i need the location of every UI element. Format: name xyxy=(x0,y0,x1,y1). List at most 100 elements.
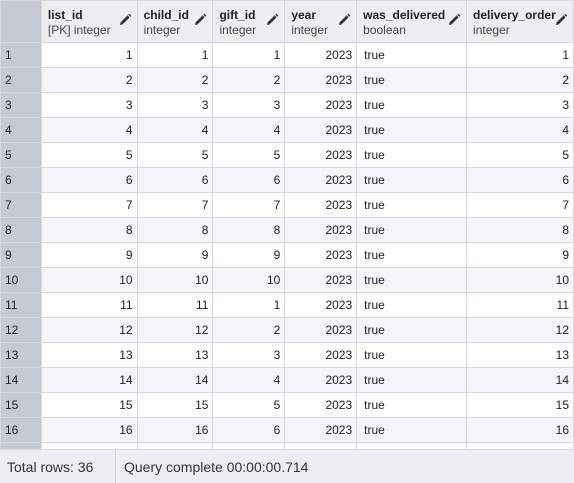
table-cell[interactable]: true xyxy=(356,442,468,449)
table-cell[interactable]: 2023 xyxy=(284,67,358,93)
table-cell[interactable]: 4 xyxy=(136,117,214,143)
table-cell[interactable]: 14 xyxy=(136,367,214,393)
row-number[interactable]: 5 xyxy=(0,142,42,168)
table-cell[interactable]: true xyxy=(356,317,468,343)
table-row[interactable]: 10 10 10 10 2023 true 10 xyxy=(0,267,574,293)
table-cell[interactable]: 7 xyxy=(136,192,214,218)
table-cell[interactable]: 2023 xyxy=(284,167,358,193)
table-cell[interactable]: 2023 xyxy=(284,442,358,449)
table-cell[interactable]: 2023 xyxy=(284,292,358,318)
table-cell[interactable]: 2023 xyxy=(284,367,358,393)
table-row[interactable]: 11 11 11 1 2023 true 11 xyxy=(0,292,574,318)
table-row[interactable]: 3 3 3 3 2023 true 3 xyxy=(0,92,574,118)
table-row[interactable]: 1 1 1 1 2023 true 1 xyxy=(0,42,574,68)
pencil-icon[interactable] xyxy=(337,13,351,27)
table-cell[interactable]: 2023 xyxy=(284,242,358,268)
column-header-year[interactable]: year integer xyxy=(284,0,358,43)
table-cell[interactable]: true xyxy=(356,67,468,93)
table-cell[interactable]: true xyxy=(356,342,468,368)
row-number[interactable]: 15 xyxy=(0,392,42,418)
table-cell[interactable]: true xyxy=(356,292,468,318)
table-cell[interactable]: 6 xyxy=(212,167,286,193)
table-cell[interactable]: true xyxy=(356,417,468,443)
row-number[interactable]: 3 xyxy=(0,92,42,118)
row-number[interactable]: 7 xyxy=(0,192,42,218)
table-cell[interactable]: 5 xyxy=(212,142,286,168)
table-cell[interactable]: 11 xyxy=(40,292,138,318)
table-cell[interactable]: 9 xyxy=(40,242,138,268)
table-row[interactable]: 16 16 16 6 2023 true 16 xyxy=(0,417,574,443)
table-cell[interactable]: 3 xyxy=(466,92,574,118)
table-row[interactable]: 14 14 14 4 2023 true 14 xyxy=(0,367,574,393)
table-cell[interactable]: 14 xyxy=(40,367,138,393)
table-row[interactable]: 7 7 7 7 2023 true 7 xyxy=(0,192,574,218)
table-cell[interactable]: 16 xyxy=(40,417,138,443)
table-cell[interactable]: 2023 xyxy=(284,192,358,218)
pencil-icon[interactable] xyxy=(193,13,207,27)
table-cell[interactable]: 2 xyxy=(466,67,574,93)
table-cell[interactable]: 2023 xyxy=(284,417,358,443)
table-cell[interactable]: 10 xyxy=(212,267,286,293)
table-cell[interactable]: 10 xyxy=(136,267,214,293)
row-number[interactable]: 6 xyxy=(0,167,42,193)
table-cell[interactable]: true xyxy=(356,117,468,143)
table-cell[interactable]: 7 xyxy=(40,192,138,218)
table-cell[interactable]: true xyxy=(356,242,468,268)
table-cell[interactable]: 2 xyxy=(136,67,214,93)
table-cell[interactable]: true xyxy=(356,267,468,293)
table-cell[interactable]: 6 xyxy=(212,417,286,443)
table-cell[interactable]: 17 xyxy=(136,442,214,449)
table-cell[interactable]: 12 xyxy=(136,317,214,343)
table-cell[interactable]: 7 xyxy=(212,442,286,449)
column-header-was-delivered[interactable]: was_delivered boolean xyxy=(356,0,468,43)
table-cell[interactable]: 8 xyxy=(212,217,286,243)
table-row[interactable]: 15 15 15 5 2023 true 15 xyxy=(0,392,574,418)
table-cell[interactable]: 9 xyxy=(466,242,574,268)
table-cell[interactable]: 2023 xyxy=(284,217,358,243)
table-cell[interactable]: 10 xyxy=(40,267,138,293)
table-cell[interactable]: 2 xyxy=(40,67,138,93)
table-row[interactable]: 2 2 2 2 2023 true 2 xyxy=(0,67,574,93)
table-cell[interactable]: 2023 xyxy=(284,142,358,168)
row-number[interactable]: 13 xyxy=(0,342,42,368)
table-row[interactable]: 4 4 4 4 2023 true 4 xyxy=(0,117,574,143)
table-cell[interactable]: 12 xyxy=(40,317,138,343)
table-cell[interactable]: 8 xyxy=(40,217,138,243)
row-number[interactable]: 12 xyxy=(0,317,42,343)
table-cell[interactable]: 3 xyxy=(136,92,214,118)
table-cell[interactable]: true xyxy=(356,142,468,168)
table-cell[interactable]: 2023 xyxy=(284,92,358,118)
table-cell[interactable]: 1 xyxy=(466,42,574,68)
table-cell[interactable]: 2023 xyxy=(284,342,358,368)
table-cell[interactable]: 16 xyxy=(466,417,574,443)
table-row[interactable]: 9 9 9 9 2023 true 9 xyxy=(0,242,574,268)
table-cell[interactable]: 4 xyxy=(212,367,286,393)
table-cell[interactable]: 8 xyxy=(136,217,214,243)
table-cell[interactable]: 4 xyxy=(466,117,574,143)
row-number[interactable]: 11 xyxy=(0,292,42,318)
table-cell[interactable]: 17 xyxy=(40,442,138,449)
table-cell[interactable]: 6 xyxy=(466,167,574,193)
table-cell[interactable]: 5 xyxy=(136,142,214,168)
row-number[interactable]: 2 xyxy=(0,67,42,93)
table-cell[interactable]: 6 xyxy=(40,167,138,193)
table-cell[interactable]: 2023 xyxy=(284,117,358,143)
table-cell[interactable]: 16 xyxy=(136,417,214,443)
table-row[interactable]: 13 13 13 3 2023 true 13 xyxy=(0,342,574,368)
table-cell[interactable]: true xyxy=(356,42,468,68)
table-cell[interactable]: 17 xyxy=(466,442,574,449)
row-number[interactable]: 17 xyxy=(0,442,42,449)
table-cell[interactable]: 5 xyxy=(212,392,286,418)
table-cell[interactable]: 13 xyxy=(40,342,138,368)
table-cell[interactable]: true xyxy=(356,92,468,118)
row-number[interactable]: 9 xyxy=(0,242,42,268)
table-cell[interactable]: 3 xyxy=(212,92,286,118)
table-cell[interactable]: 2023 xyxy=(284,267,358,293)
table-cell[interactable]: true xyxy=(356,217,468,243)
table-cell[interactable]: 2 xyxy=(212,317,286,343)
table-cell[interactable]: 15 xyxy=(136,392,214,418)
table-cell[interactable]: 6 xyxy=(136,167,214,193)
table-cell[interactable]: 11 xyxy=(136,292,214,318)
table-cell[interactable]: true xyxy=(356,367,468,393)
table-cell[interactable]: 9 xyxy=(212,242,286,268)
